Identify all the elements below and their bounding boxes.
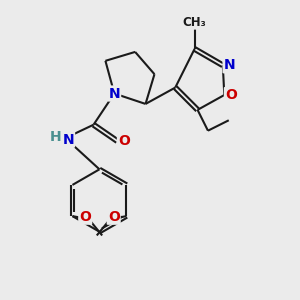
Text: N: N: [109, 86, 120, 100]
Text: O: O: [225, 88, 237, 102]
Text: N: N: [62, 133, 74, 147]
Text: O: O: [108, 210, 120, 224]
Text: CH₃: CH₃: [183, 16, 206, 29]
Text: N: N: [224, 58, 235, 72]
Text: O: O: [79, 210, 91, 224]
Text: H: H: [50, 130, 61, 144]
Text: O: O: [118, 134, 130, 148]
